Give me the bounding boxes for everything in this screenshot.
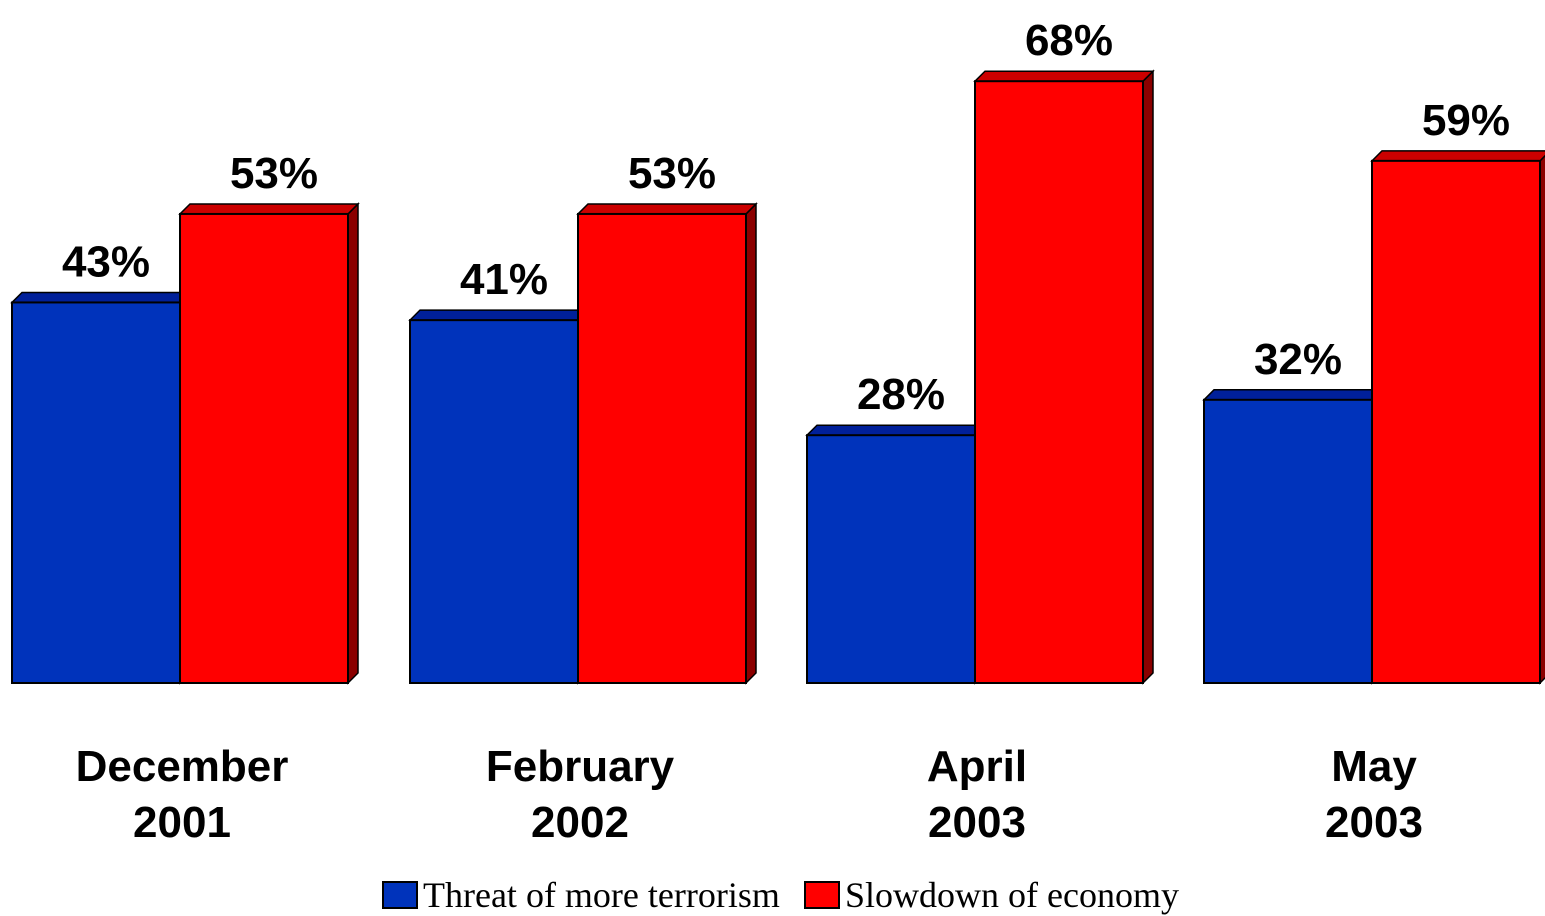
value-label-threat-0: 43%: [62, 237, 150, 286]
bar-top-threat-2: [805, 424, 987, 436]
legend-label-threat: Threat of more terrorism: [423, 875, 780, 915]
value-label-threat-2: 28%: [857, 370, 945, 419]
legend-label-economy: Slowdown of economy: [845, 875, 1179, 915]
bar-top-economy-3: [1370, 150, 1545, 162]
category-label-3: May 2003: [1325, 742, 1423, 847]
value-labels-layer: 43% 53% 41% 53% 28% 68% 32% 59%: [62, 16, 1510, 419]
category-label-2: April 2003: [927, 742, 1027, 847]
bar-economy-1: [577, 212, 747, 684]
category-label-0: December 2001: [76, 742, 289, 847]
value-label-threat-1: 41%: [460, 255, 548, 304]
bar-threat-3: [1203, 398, 1373, 684]
value-label-economy-1: 53%: [628, 149, 716, 198]
legend: Threat of more terrorism Slowdown of eco…: [382, 875, 1179, 915]
bar-top-economy-1: [576, 203, 758, 215]
bars-layer: [10, 69, 1545, 685]
bar-economy-2: [974, 80, 1144, 684]
value-label-economy-3: 59%: [1422, 96, 1510, 145]
category-label-1: February 2002: [486, 742, 675, 847]
bar-top-threat-0: [10, 291, 192, 304]
bar-side-economy-2: [1142, 69, 1154, 685]
bar-threat-2: [806, 434, 976, 685]
category-labels-layer: December 2001 February 2002 April 2003 May 2003: [76, 742, 1423, 847]
bar-threat-0: [11, 301, 181, 684]
bar-economy-3: [1371, 159, 1541, 685]
bar-side-economy-0: [347, 202, 359, 685]
value-label-threat-3: 32%: [1254, 335, 1342, 384]
bar-top-economy-0: [178, 203, 360, 215]
bar-side-economy-1: [745, 202, 757, 685]
bar-economy-0: [179, 212, 349, 684]
value-label-economy-0: 53%: [230, 149, 318, 198]
bar-threat-1: [409, 319, 579, 684]
legend-swatch-economy: [804, 881, 840, 909]
legend-swatch-threat: [382, 881, 418, 909]
bar-top-threat-1: [408, 309, 590, 321]
bar-top-threat-3: [1202, 389, 1384, 401]
value-label-economy-2: 68%: [1025, 16, 1113, 65]
bar-top-economy-2: [973, 70, 1155, 82]
